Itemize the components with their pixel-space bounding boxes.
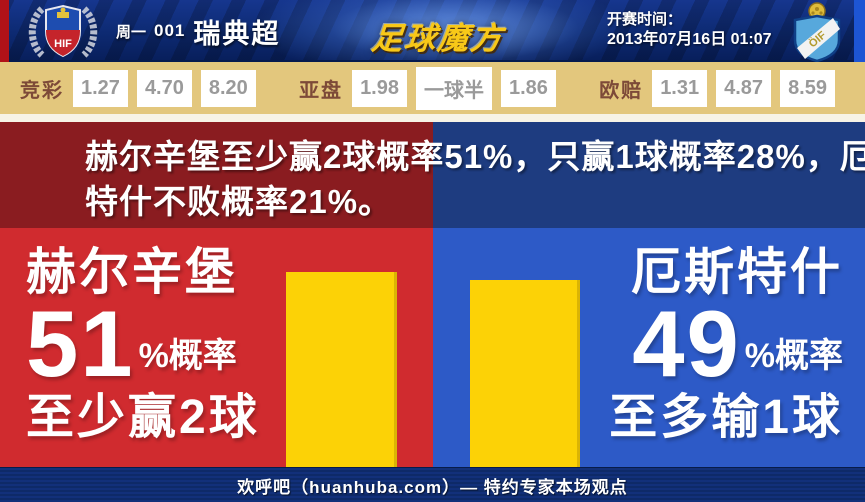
away-team-badge-icon: ÖIF [788, 2, 846, 67]
away-prediction-block: 厄斯特什 49 %概率 至多输1球 [609, 244, 843, 444]
match-info: 周一 001 瑞典超 [116, 0, 280, 62]
odds-group-oupei: 欧赔 1.31 4.87 8.59 [599, 69, 835, 107]
home-team-name: 赫尔辛堡 [26, 244, 238, 300]
match-number: 001 [154, 21, 186, 40]
odds-value-box[interactable]: 4.87 [716, 69, 772, 107]
divider-strip [0, 114, 865, 122]
footer-text: 欢呼吧（huanhuba.com）— 特约专家本场观点 [237, 477, 628, 497]
home-prediction-block: 赫尔辛堡 51 %概率 至少赢2球 [26, 244, 260, 444]
odds-value-box[interactable]: 1.27 [73, 69, 128, 107]
odds-value-box[interactable]: 1.98 [352, 69, 407, 107]
kickoff-time-block: 开赛时间： 2013年07月16日 01:07 [607, 10, 772, 50]
away-percent-unit: %概率 [744, 337, 843, 375]
odds-value-box[interactable]: 8.20 [200, 69, 256, 107]
headline-line-1: 赫尔辛堡至少赢2球概率51%，只赢1球概率28%，厄斯 [85, 138, 865, 175]
prediction-area: 赫尔辛堡 51 %概率 至少赢2球 厄斯特什 49 %概率 至多输1球 [0, 228, 865, 467]
away-percent-row: 49 %概率 [609, 291, 843, 396]
away-percent-value: 49 [632, 291, 741, 396]
site-logo: 足球魔方 [369, 21, 506, 56]
left-red-stripe [0, 0, 9, 68]
headline-band-right-bg [433, 122, 865, 228]
odds-handicap-box[interactable]: 一球半 [416, 66, 492, 110]
away-team-name: 厄斯特什 [631, 244, 843, 300]
away-outcome-label: 至多输1球 [609, 391, 843, 444]
right-blue-stripe [854, 0, 865, 62]
odds-label-jingcai: 竞彩 [20, 79, 64, 102]
home-outcome-label: 至少赢2球 [26, 391, 260, 444]
kickoff-label: 开赛时间： [607, 11, 683, 28]
away-probability-bar [470, 280, 580, 467]
odds-value-box[interactable]: 8.59 [780, 69, 835, 107]
top-bar: HIF 周一 001 瑞典超 足球魔方 开赛时间： 2013年07月16日 01… [0, 0, 865, 68]
odds-label-yapan: 亚盘 [299, 79, 344, 102]
odds-group-jingcai: 竞彩 1.27 4.70 8.20 [20, 69, 256, 107]
headline-band: 赫尔辛堡至少赢2球概率51%，只赢1球概率28%，厄斯 特什不败概率21%。 [0, 122, 865, 228]
headline-text: 赫尔辛堡至少赢2球概率51%，只赢1球概率28%，厄斯 特什不败概率21%。 [85, 134, 865, 224]
headline-band-left-bg [0, 122, 433, 228]
logo-glow [330, 0, 580, 62]
odds-value-box[interactable]: 1.86 [501, 69, 556, 107]
league-name: 瑞典超 [193, 18, 281, 49]
footer-bar: 欢呼吧（huanhuba.com）— 特约专家本场观点 [0, 467, 865, 502]
match-weekday: 周一 [116, 23, 147, 41]
home-percent-value: 51 [26, 291, 135, 396]
odds-value-box[interactable]: 4.70 [136, 69, 192, 107]
svg-text:HIF: HIF [54, 38, 72, 50]
kickoff-datetime: 2013年07月16日 01:07 [607, 31, 772, 48]
odds-value-box[interactable]: 1.31 [652, 69, 708, 107]
odds-label-oupei: 欧赔 [599, 79, 644, 102]
headline-line-2: 特什不败概率21%。 [85, 183, 393, 220]
odds-bar: 竞彩 1.27 4.70 8.20 亚盘 1.98 一球半 1.86 欧赔 1.… [0, 62, 865, 114]
home-team-badge-icon: HIF [22, 3, 104, 65]
home-percent-row: 51 %概率 [26, 291, 260, 396]
home-probability-bar [286, 272, 397, 467]
odds-group-yapan: 亚盘 1.98 一球半 1.86 [299, 66, 556, 110]
home-percent-unit: %概率 [138, 337, 237, 375]
